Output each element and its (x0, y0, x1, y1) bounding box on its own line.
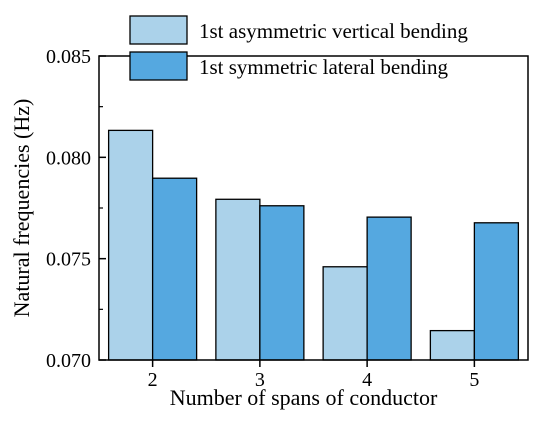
legend-label-vertical: 1st asymmetric vertical bending (199, 19, 468, 43)
x-axis-label: Number of spans of conductor (170, 385, 438, 410)
legend-swatch-vertical (129, 15, 188, 45)
x-tick-label: 2 (148, 369, 158, 391)
bar-lateral-span-4 (366, 216, 412, 361)
y-axis-label: Natural frequencies (Hz) (9, 99, 34, 318)
plot-frame (98, 55, 529, 361)
legend-label-lateral: 1st symmetric lateral bending (199, 55, 449, 79)
y-tick-label: 0.070 (46, 350, 91, 372)
bar-lateral-span-5 (473, 222, 520, 361)
bar-vertical-span-2 (107, 129, 154, 361)
bar-vertical-span-5 (429, 329, 476, 361)
y-tick-label: 0.085 (46, 46, 91, 68)
x-axis: 2 3 4 5 (148, 360, 479, 391)
bars-group (107, 129, 520, 361)
bar-lateral-span-3 (259, 205, 305, 361)
bar-vertical-span-3 (215, 198, 261, 361)
x-tick-label: 3 (255, 369, 265, 391)
legend: 1st asymmetric vertical bending 1st symme… (129, 15, 468, 81)
x-tick-label: 5 (469, 369, 479, 391)
bar-vertical-span-4 (322, 266, 368, 361)
y-axis: 0.070 0.075 0.080 0.085 (46, 46, 106, 372)
y-tick-label: 0.075 (46, 249, 91, 271)
y-tick-label: 0.080 (46, 147, 91, 169)
x-tick-label: 4 (362, 369, 372, 391)
legend-swatch-lateral (129, 51, 188, 81)
bar-lateral-span-2 (151, 177, 198, 361)
